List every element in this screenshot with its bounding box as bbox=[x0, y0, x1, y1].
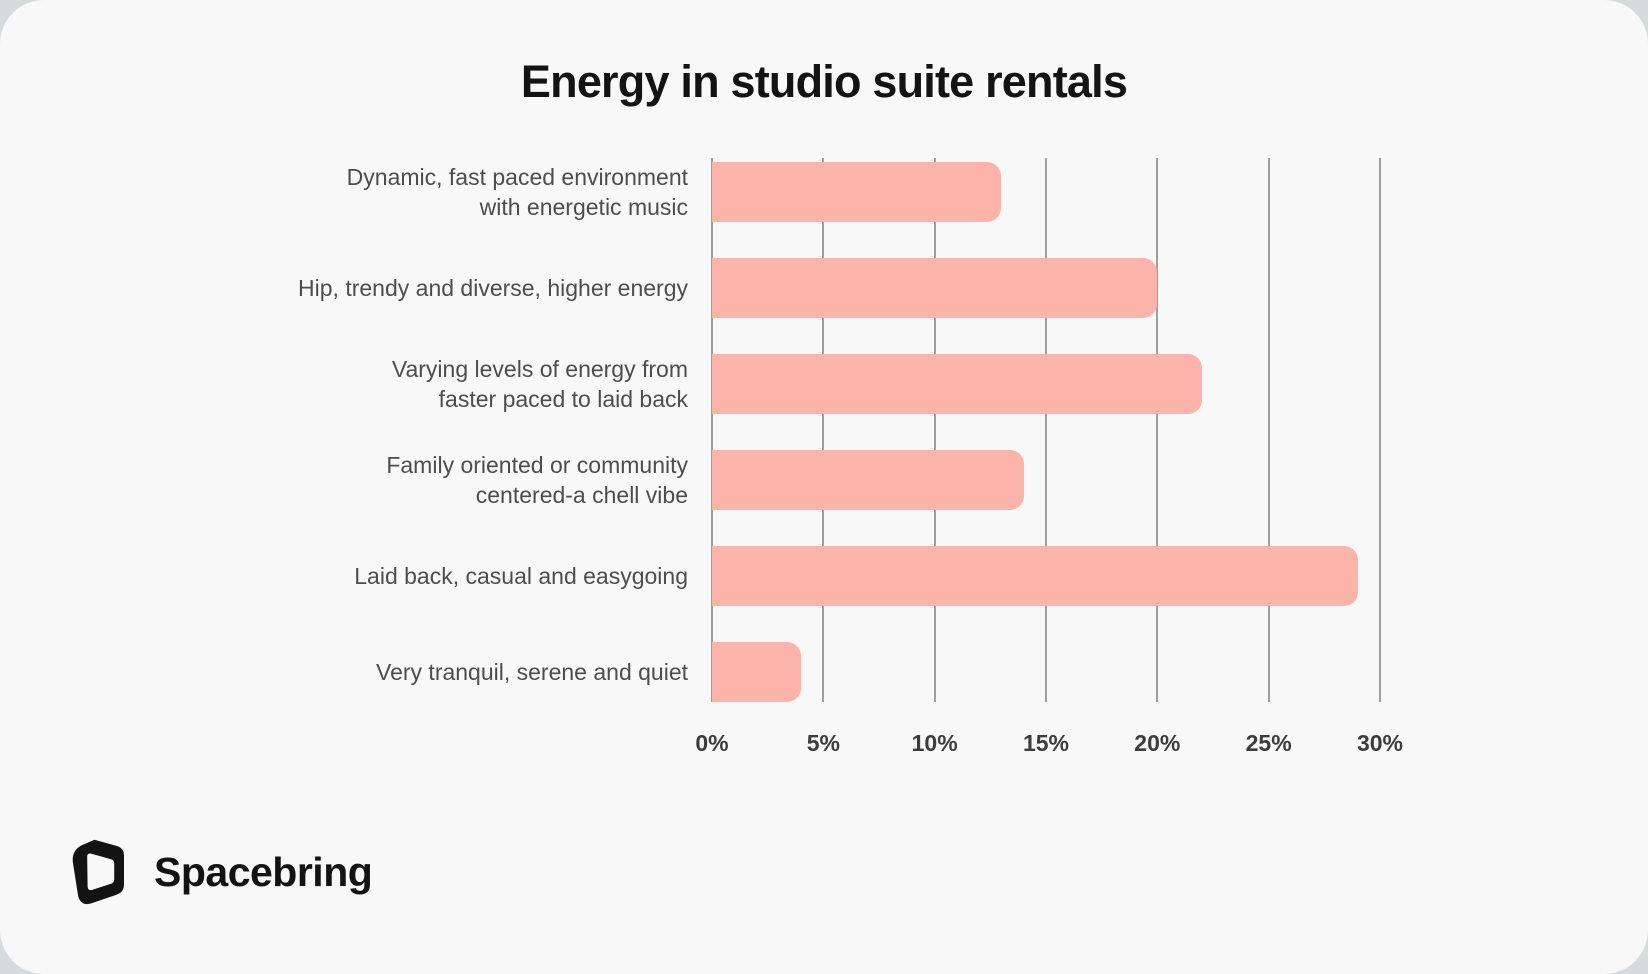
bars-container bbox=[712, 144, 1380, 720]
gridline bbox=[1156, 158, 1159, 702]
category-label-column: Dynamic, fast paced environment with ene… bbox=[0, 144, 712, 720]
x-axis-tick-label: 10% bbox=[911, 730, 958, 756]
category-label: Hip, trendy and diverse, higher energy bbox=[298, 275, 688, 301]
category-label: Very tranquil, serene and quiet bbox=[376, 659, 688, 685]
x-axis-tick-label: 25% bbox=[1245, 730, 1292, 756]
chart-title: Energy in studio suite rentals bbox=[520, 56, 1128, 107]
bar-2 bbox=[712, 258, 1158, 318]
x-axis-tick-label: 0% bbox=[695, 730, 729, 756]
bar-row bbox=[712, 336, 1380, 432]
x-axis-tick-label: 30% bbox=[1356, 730, 1404, 756]
bar-row bbox=[712, 432, 1380, 528]
spacebring-logo-icon bbox=[72, 839, 124, 905]
plot-area bbox=[711, 144, 1381, 720]
category-label: Family oriented or community centered-a … bbox=[386, 452, 688, 508]
bar-row bbox=[712, 144, 1380, 240]
bar-5 bbox=[712, 546, 1358, 606]
gridline bbox=[822, 158, 825, 702]
gridline bbox=[1379, 158, 1381, 702]
gridline bbox=[1045, 158, 1047, 702]
category-label: Varying levels of energy from faster pac… bbox=[391, 356, 688, 412]
bar-chart: Dynamic, fast paced environment with ene… bbox=[0, 144, 1648, 720]
category-label: Laid back, casual and easygoing bbox=[354, 563, 688, 589]
bar-row bbox=[712, 624, 1380, 720]
bar-row bbox=[712, 528, 1380, 624]
bar-3 bbox=[712, 354, 1202, 414]
bar-1 bbox=[712, 162, 1002, 222]
bar-4 bbox=[712, 450, 1024, 510]
gridline bbox=[1267, 158, 1270, 702]
x-axis-tick-row: 0% 5% 10% 15% 20% 25% 30% bbox=[695, 720, 1403, 760]
x-axis-tick-label: 20% bbox=[1134, 730, 1181, 756]
bar-row bbox=[712, 240, 1380, 336]
brand-name: Spacebring bbox=[154, 848, 373, 895]
x-axis-tick-label: 15% bbox=[1022, 730, 1070, 756]
brand-footer: Spacebring bbox=[72, 838, 373, 906]
gridline bbox=[711, 158, 713, 702]
gridline bbox=[933, 158, 936, 702]
x-axis-tick-label: 5% bbox=[806, 730, 840, 756]
bar-6 bbox=[712, 642, 802, 702]
category-label: Dynamic, fast paced environment with ene… bbox=[346, 164, 688, 220]
